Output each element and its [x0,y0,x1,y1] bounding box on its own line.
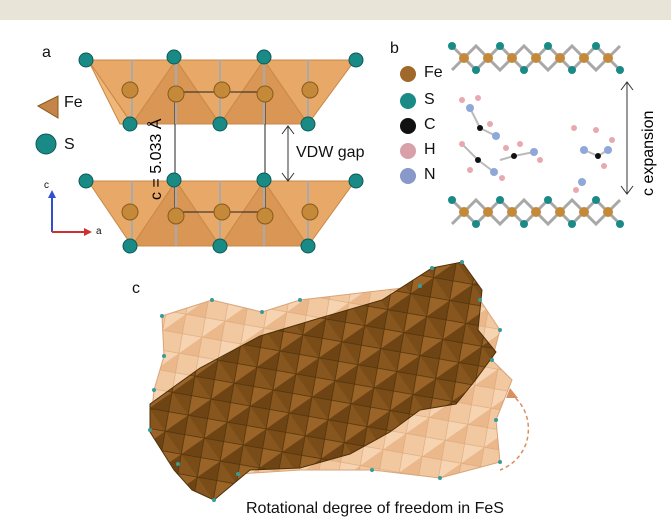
fe-legend-icon [36,95,59,119]
panel-b-n-label: N [424,166,436,183]
c-expansion-arrow [620,81,634,195]
panel-b-c-label: C [424,116,436,133]
s-legend-icon [35,133,57,155]
panel-a-fe-label: Fe [64,94,83,111]
panel-b-letter: b [390,40,399,57]
panel-a-letter: a [42,44,51,61]
vdw-gap-label: VDW gap [296,144,365,161]
axes-icon [48,190,92,236]
dark-fes-layer [149,261,497,501]
panel-a-s-label: S [64,136,75,153]
panel-b-fe-label: Fe [424,64,443,81]
panel-c-caption: Rotational degree of freedom in FeS [246,500,504,517]
panel-b-h-label: H [424,141,436,158]
fe-legend-icon [400,66,416,82]
c-legend-icon [400,118,416,134]
h-legend-icon [400,143,416,159]
top-band [0,0,671,20]
s-legend-icon [400,93,416,109]
panel-c-letter: c [132,280,140,297]
vdw-gap-arrow [281,125,295,182]
n-legend-icon [400,168,416,184]
axis-c-label: c [44,180,49,191]
rotation-arrow [499,393,530,471]
panel-b-s-label: S [424,91,435,108]
axis-a-label: a [96,226,102,237]
